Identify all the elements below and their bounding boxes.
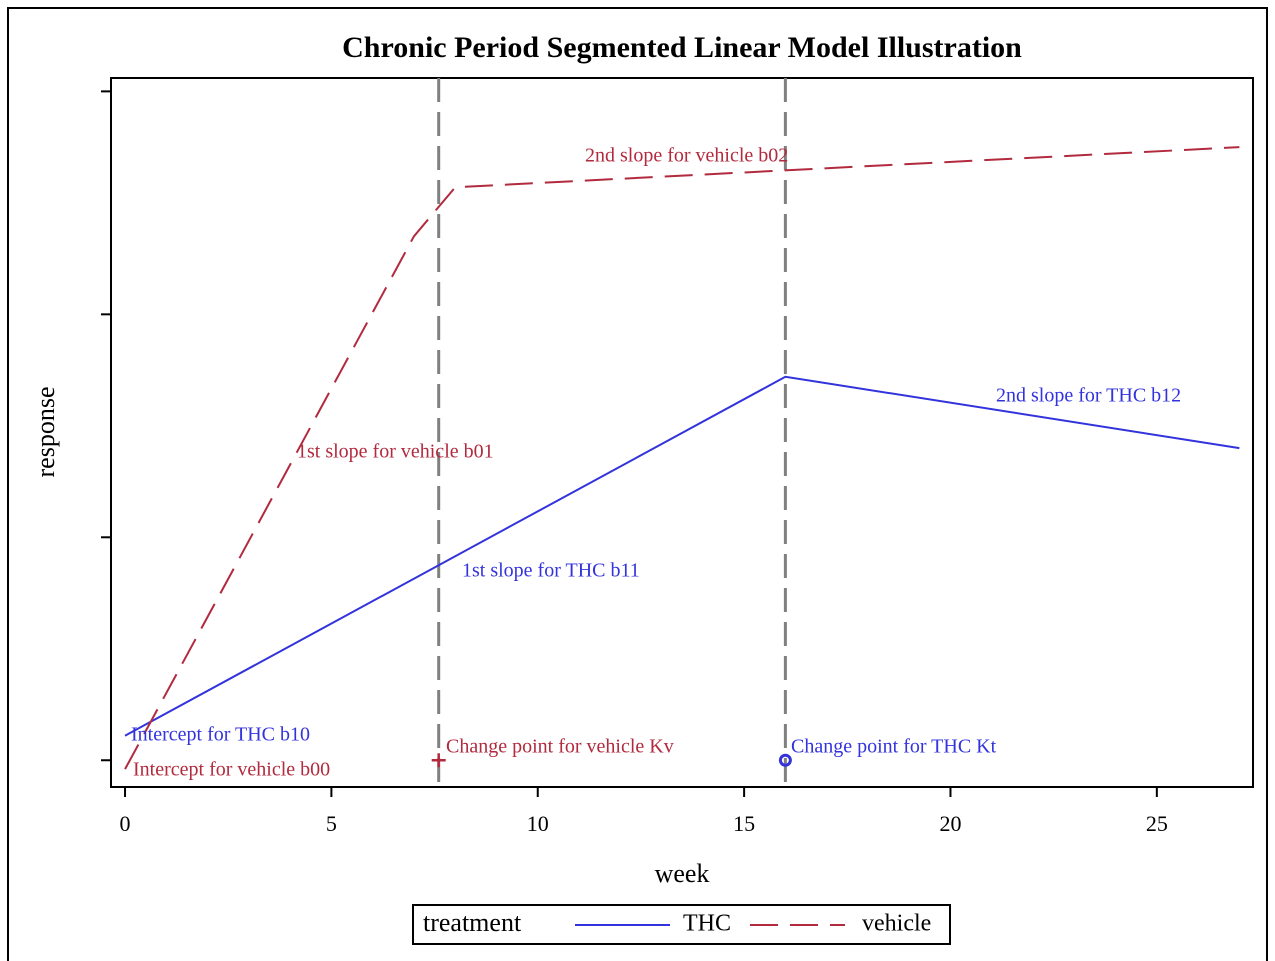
- annotation: Intercept for THC b10: [131, 724, 310, 746]
- x-tick-label: 20: [939, 811, 961, 836]
- plot-frame: [110, 77, 1254, 788]
- x-axis-label: week: [655, 859, 710, 888]
- series-line: [124, 375, 1240, 737]
- legend-label: THC: [683, 911, 731, 937]
- marker: [778, 753, 792, 767]
- annotation: 1st slope for vehicle b01: [297, 441, 494, 463]
- legend-title: treatment: [423, 908, 522, 937]
- series-line: [124, 146, 1240, 770]
- annotation: 2nd slope for vehicle b02: [585, 145, 788, 167]
- annotation: Change point for THC Kt: [791, 736, 997, 758]
- x-tick-label: 5: [326, 811, 337, 836]
- x-tick-label: 0: [120, 811, 131, 836]
- x-tick-label: 10: [527, 811, 549, 836]
- marker: [431, 753, 446, 768]
- annotation: Change point for vehicle Kv: [446, 736, 674, 758]
- chart-title: Chronic Period Segmented Linear Model Il…: [342, 31, 1022, 64]
- annotation: Intercept for vehicle b00: [133, 759, 330, 781]
- annotation: 1st slope for THC b11: [462, 560, 640, 582]
- legend-box: [412, 904, 951, 945]
- x-tick-label: 15: [733, 811, 755, 836]
- x-tick-label: 25: [1146, 811, 1168, 836]
- y-axis-label: response: [31, 387, 60, 478]
- annotation: 2nd slope for THC b12: [996, 385, 1181, 407]
- outer-border: [7, 7, 1268, 961]
- legend-label: vehicle: [862, 911, 931, 937]
